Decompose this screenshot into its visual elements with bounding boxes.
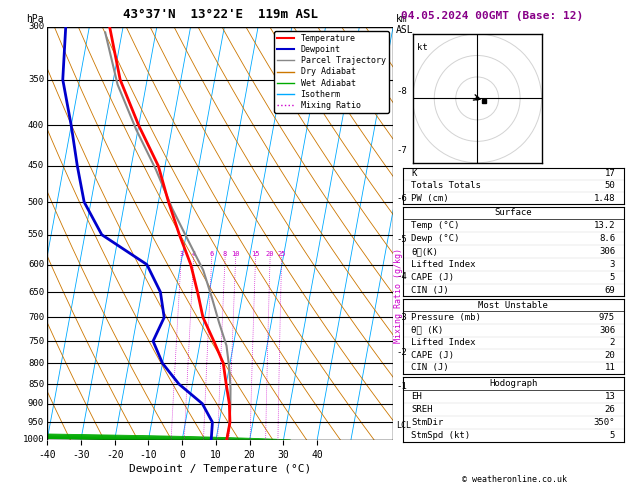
Text: 6: 6 [209,251,214,257]
Text: Most Unstable: Most Unstable [478,301,548,310]
Text: θᴇ (K): θᴇ (K) [411,326,443,335]
Text: 900: 900 [28,399,44,408]
Text: CAPE (J): CAPE (J) [411,273,454,282]
Text: 25: 25 [277,251,286,257]
Legend: Temperature, Dewpoint, Parcel Trajectory, Dry Adiabat, Wet Adiabat, Isotherm, Mi: Temperature, Dewpoint, Parcel Trajectory… [274,31,389,113]
Text: 2: 2 [610,338,615,347]
Text: 650: 650 [28,288,44,296]
Text: -1: -1 [396,382,407,391]
Text: 950: 950 [28,418,44,427]
Text: -3: -3 [396,313,407,322]
Text: © weatheronline.co.uk: © weatheronline.co.uk [462,474,567,484]
Text: StmDir: StmDir [411,418,443,427]
Text: ASL: ASL [396,25,414,35]
Text: 1.48: 1.48 [594,193,615,203]
Text: 20: 20 [266,251,274,257]
Text: -4: -4 [396,273,407,281]
Text: 4: 4 [191,251,196,257]
Text: hPa: hPa [26,14,44,24]
Text: 04.05.2024 00GMT (Base: 12): 04.05.2024 00GMT (Base: 12) [401,11,584,21]
Text: K: K [411,169,417,178]
Text: 5: 5 [610,273,615,282]
Text: 306: 306 [599,247,615,256]
Text: 43°37'N  13°22'E  119m ASL: 43°37'N 13°22'E 119m ASL [123,8,318,21]
Text: 15: 15 [251,251,260,257]
Text: Temp (°C): Temp (°C) [411,221,460,230]
Text: Lifted Index: Lifted Index [411,260,476,269]
Text: LCL: LCL [396,420,411,430]
Text: 300: 300 [28,22,44,31]
Text: StmSpd (kt): StmSpd (kt) [411,431,470,440]
Text: 450: 450 [28,161,44,171]
Text: 550: 550 [28,230,44,239]
Text: Hodograph: Hodograph [489,379,537,388]
Text: 13.2: 13.2 [594,221,615,230]
Text: 350°: 350° [594,418,615,427]
Text: 500: 500 [28,197,44,207]
Text: Pressure (mb): Pressure (mb) [411,313,481,322]
Text: 400: 400 [28,121,44,130]
Text: θᴇ(K): θᴇ(K) [411,247,438,256]
Text: 3: 3 [610,260,615,269]
Text: 8.6: 8.6 [599,234,615,243]
Text: 10: 10 [231,251,240,257]
Text: CIN (J): CIN (J) [411,286,449,295]
Text: 17: 17 [604,169,615,178]
Text: 20: 20 [604,351,615,360]
Text: 26: 26 [604,405,615,414]
Text: 13: 13 [604,392,615,401]
Text: CIN (J): CIN (J) [411,364,449,372]
Text: 850: 850 [28,380,44,389]
Text: 50: 50 [604,181,615,191]
Text: CAPE (J): CAPE (J) [411,351,454,360]
Text: -2: -2 [396,348,407,357]
Text: 69: 69 [604,286,615,295]
Text: PW (cm): PW (cm) [411,193,449,203]
X-axis label: Dewpoint / Temperature (°C): Dewpoint / Temperature (°C) [129,464,311,474]
Text: -8: -8 [396,87,407,96]
Text: -7: -7 [396,146,407,155]
Text: 5: 5 [610,431,615,440]
Text: km: km [396,14,408,24]
Text: EH: EH [411,392,422,401]
Text: 750: 750 [28,337,44,346]
Text: 800: 800 [28,359,44,368]
Text: Lifted Index: Lifted Index [411,338,476,347]
Text: 700: 700 [28,313,44,322]
Text: 1000: 1000 [23,435,44,444]
Text: 11: 11 [604,364,615,372]
Text: 306: 306 [599,326,615,335]
Text: 975: 975 [599,313,615,322]
Text: SREH: SREH [411,405,433,414]
Text: Totals Totals: Totals Totals [411,181,481,191]
Text: 8: 8 [223,251,227,257]
Text: 600: 600 [28,260,44,269]
Text: Surface: Surface [494,208,532,217]
Text: 3: 3 [179,251,183,257]
Text: -5: -5 [396,235,407,244]
Text: kt: kt [417,43,428,52]
Text: -6: -6 [396,194,407,203]
Text: Dewp (°C): Dewp (°C) [411,234,460,243]
Text: 350: 350 [28,75,44,84]
Text: Mixing Ratio (g/kg): Mixing Ratio (g/kg) [394,248,403,343]
